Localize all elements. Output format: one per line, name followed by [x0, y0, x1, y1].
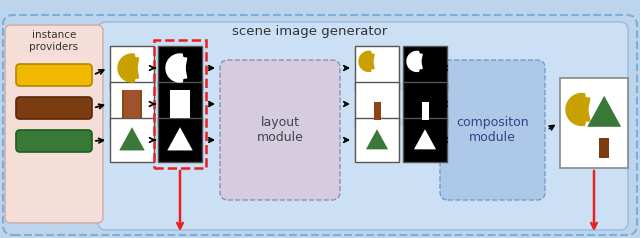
FancyBboxPatch shape	[3, 15, 637, 235]
Polygon shape	[118, 54, 139, 82]
Text: instance
providers: instance providers	[29, 30, 79, 52]
Polygon shape	[359, 51, 374, 71]
Bar	[110, 46, 154, 90]
Bar	[158, 118, 202, 162]
FancyBboxPatch shape	[5, 25, 103, 223]
Polygon shape	[407, 51, 422, 71]
FancyBboxPatch shape	[16, 64, 92, 86]
Bar	[422, 102, 429, 120]
Bar	[560, 78, 628, 168]
Bar	[170, 90, 190, 118]
Bar	[355, 118, 399, 162]
Polygon shape	[166, 54, 187, 82]
FancyBboxPatch shape	[220, 60, 340, 200]
Polygon shape	[566, 94, 590, 125]
Text: $L_{adv}$: $L_{adv}$	[578, 236, 611, 238]
Bar	[110, 82, 154, 126]
Polygon shape	[167, 127, 193, 150]
Bar	[154, 40, 206, 168]
FancyBboxPatch shape	[440, 60, 545, 200]
FancyBboxPatch shape	[16, 97, 92, 119]
Text: scene image generator: scene image generator	[232, 25, 388, 38]
Polygon shape	[414, 129, 436, 149]
Text: $L_{area}$: $L_{area}$	[162, 236, 198, 238]
FancyBboxPatch shape	[16, 130, 92, 152]
Polygon shape	[119, 127, 145, 150]
Bar	[403, 118, 447, 162]
Bar	[355, 82, 399, 126]
Bar	[110, 118, 154, 162]
Bar	[124, 90, 140, 118]
Bar	[355, 46, 399, 90]
Polygon shape	[588, 96, 621, 127]
Bar	[403, 82, 447, 126]
Bar	[122, 90, 142, 118]
Bar	[374, 102, 381, 120]
Bar	[599, 138, 609, 158]
Polygon shape	[366, 129, 388, 149]
Text: compositon
module: compositon module	[456, 116, 529, 144]
Bar	[158, 46, 202, 90]
Text: layout
module: layout module	[257, 116, 303, 144]
Bar	[403, 46, 447, 90]
Bar	[158, 82, 202, 126]
FancyBboxPatch shape	[98, 22, 628, 230]
